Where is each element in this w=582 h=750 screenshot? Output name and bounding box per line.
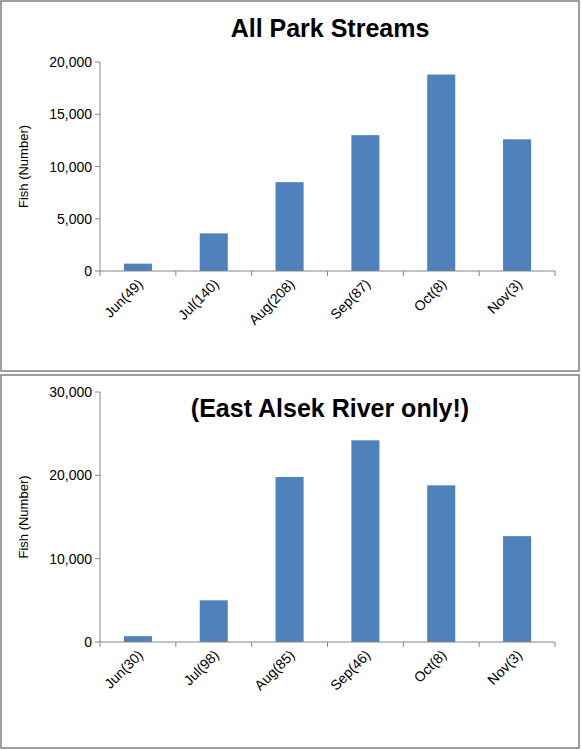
- x-tick-label: Oct(8): [411, 276, 450, 315]
- x-tick-label: Aug(208): [246, 276, 298, 328]
- y-tick-label: 10,000: [49, 551, 92, 567]
- x-tick: [251, 642, 252, 647]
- y-tick: [95, 271, 100, 272]
- x-tick: [555, 271, 556, 276]
- x-tick: [555, 642, 556, 647]
- panel-frame: [1, 1, 579, 371]
- x-tick-label: Aug(85): [251, 647, 298, 694]
- y-tick: [95, 642, 100, 643]
- x-tick: [175, 642, 176, 647]
- y-tick-label: 15,000: [49, 106, 92, 122]
- x-tick-label: Jun(30): [101, 647, 146, 692]
- bar: [351, 440, 379, 642]
- y-axis-label: Fish (Number): [16, 475, 31, 558]
- bar: [427, 75, 455, 271]
- x-tick-label: Sep(87): [327, 276, 374, 323]
- y-tick: [95, 558, 100, 559]
- x-tick: [327, 271, 328, 276]
- y-tick: [95, 218, 100, 219]
- x-tick: [479, 271, 480, 276]
- y-tick-label: 30,000: [49, 384, 92, 400]
- x-tick: [403, 271, 404, 276]
- x-tick: [327, 642, 328, 647]
- bars: [124, 75, 531, 271]
- bar: [351, 135, 379, 271]
- bar: [276, 182, 304, 271]
- x-tick: [479, 642, 480, 647]
- y-axis-label: Fish (Number): [16, 125, 31, 208]
- bar: [124, 636, 152, 642]
- x-tick: [175, 271, 176, 276]
- x-tick-label: Oct(8): [411, 647, 450, 686]
- y-tick: [95, 392, 100, 393]
- y-tick: [95, 166, 100, 167]
- chart-title: All Park Streams: [231, 14, 430, 42]
- y-tick-label: 0: [84, 634, 92, 650]
- bar: [200, 233, 228, 271]
- x-tick-label: Nov(3): [484, 647, 525, 688]
- y-tick-label: 5,000: [57, 211, 92, 227]
- chart-title: (East Alsek River only!): [191, 394, 469, 422]
- x-tick: [403, 642, 404, 647]
- x-tick-label: Nov(3): [484, 276, 525, 317]
- bar: [124, 264, 152, 271]
- figure: All Park Streams Fish (Number) 0 5,000 10,00…: [0, 0, 582, 750]
- x-tick: [100, 271, 101, 276]
- bar: [200, 600, 228, 642]
- y-tick: [95, 475, 100, 476]
- x-tick: [100, 642, 101, 647]
- y-tick-label: 20,000: [49, 54, 92, 70]
- x-tick-label: Sep(46): [327, 647, 374, 694]
- root: All Park Streams Fish (Number) 0 5,000 10,00…: [0, 0, 582, 750]
- x-tick-label: Jun(49): [101, 276, 146, 321]
- y-tick-label: 20,000: [49, 467, 92, 483]
- bar: [503, 139, 531, 271]
- x-tick-label: Jul(140): [175, 276, 222, 323]
- x-tick-label: Jul(98): [180, 647, 222, 689]
- y-tick: [95, 114, 100, 115]
- bars: [124, 440, 531, 642]
- y-tick-label: 0: [84, 263, 92, 279]
- y-axis: [100, 392, 101, 642]
- panel-frame: [1, 375, 579, 748]
- y-tick: [95, 62, 100, 63]
- bar: [503, 536, 531, 642]
- bar: [276, 477, 304, 642]
- y-tick-label: 10,000: [49, 159, 92, 175]
- bar: [427, 485, 455, 642]
- x-tick: [251, 271, 252, 276]
